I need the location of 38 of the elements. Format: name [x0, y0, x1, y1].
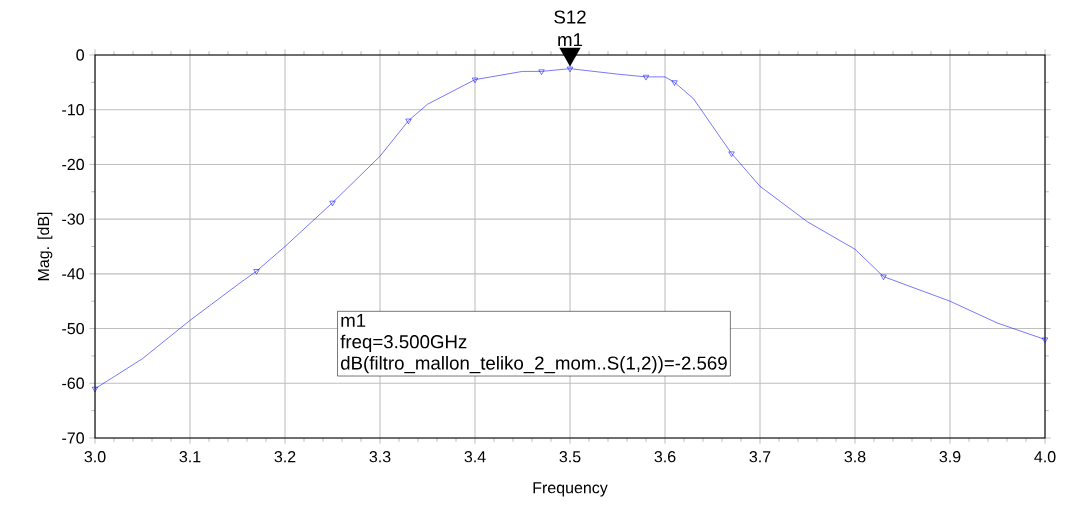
y-tick-label: -50 [62, 322, 84, 335]
point [642, 75, 650, 81]
x-tick-label: 3.0 [84, 451, 106, 463]
point [329, 200, 336, 207]
y-axis-title: Mag. [dB] [37, 212, 53, 281]
annotation: freq=3.500GHz [340, 334, 467, 353]
x-axis-title: Frequency [533, 482, 608, 497]
annotation: dB(filtro_mallon_teliko_2_mom..S(1,2))=-2.569 [340, 355, 727, 374]
y-tick-label: -60 [62, 377, 84, 389]
y-tick-label: -30 [62, 213, 84, 225]
x-tick-label: 3.1 [179, 451, 201, 463]
x-tick-label: 4.0 [1034, 451, 1056, 463]
x-tick-label: 3.8 [844, 451, 866, 463]
point [728, 151, 735, 157]
y-tick-label: -70 [62, 432, 84, 444]
point [471, 77, 479, 84]
x-tick-label: 3.6 [654, 451, 676, 463]
point [1041, 337, 1049, 343]
annotation: m1 [558, 33, 583, 47]
y-tick-label: -10 [62, 104, 84, 116]
point [880, 274, 887, 281]
annotation: m1 [341, 313, 366, 327]
x-tick-label: 3.9 [939, 451, 961, 463]
point [566, 66, 574, 73]
point [91, 386, 99, 393]
x-tick-label: 3.4 [464, 451, 486, 463]
y-tick-label: -20 [62, 158, 84, 171]
y-tick-label: -40 [62, 268, 84, 280]
chart-title: S12 [554, 10, 586, 24]
x-tick-label: 3.5 [559, 451, 581, 463]
point [405, 118, 412, 125]
point [253, 269, 260, 275]
x-tick-label: 3.3 [369, 451, 391, 463]
point [671, 80, 678, 86]
point [538, 69, 545, 75]
x-tick-label: 3.7 [749, 451, 771, 463]
y-tick-label: 0 [76, 49, 84, 61]
x-tick-label: 3.2 [274, 451, 296, 463]
